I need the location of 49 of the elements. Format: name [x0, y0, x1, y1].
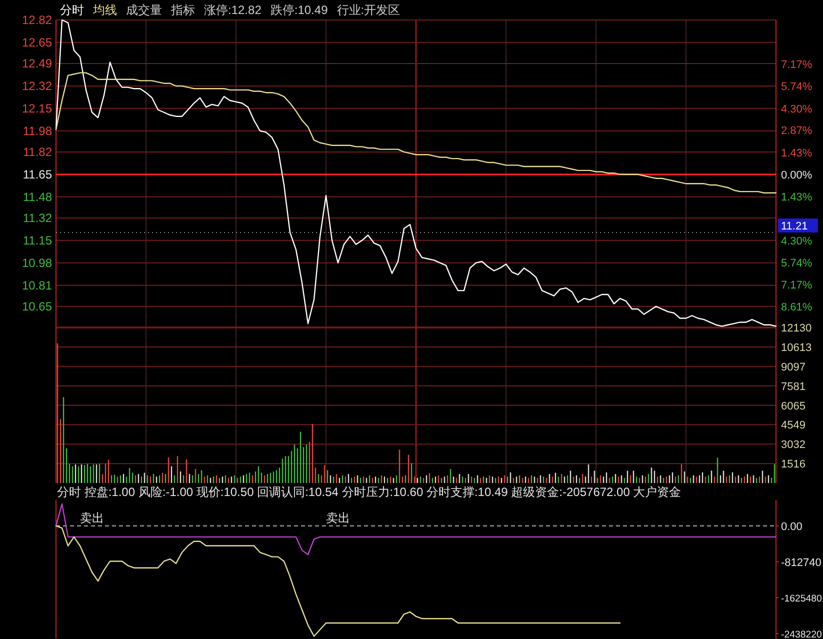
legend-item: 均线	[93, 3, 117, 17]
ref-line-label: 11.21	[781, 220, 808, 232]
y-tick-label: 11.98	[22, 124, 52, 138]
y-tick-label: 10.98	[22, 256, 52, 270]
chart-title: 分时 控盘:1.00 风险:-1.00 现价:10.50 回调认同:10.54 分时压力:10.60 分时支撑:10.49 超级资金:-2057672.00 大户资金	[57, 485, 682, 499]
annotation: 指标	[171, 3, 195, 17]
y2-tick-label: 2.87%	[781, 125, 812, 138]
y-tick-label: 11.65	[22, 167, 52, 182]
y-tick-label: -2438220	[781, 630, 822, 639]
y2-tick-label: 9097	[781, 361, 806, 374]
y-tick-label: 12.15	[22, 101, 52, 116]
y2-tick-label: 1.43%	[781, 191, 812, 204]
y2-tick-label: 5.74%	[781, 258, 812, 270]
y2-tick-label: 8.61%	[781, 302, 812, 314]
y-tick-label: 12.32	[22, 79, 52, 93]
y-tick-label: 11.15	[22, 233, 52, 248]
data-label: 卖出	[80, 510, 104, 525]
y2-tick-label: 1516	[781, 458, 806, 471]
y2-tick-label: 7581	[781, 380, 806, 393]
annotation: 跌停:10.49	[270, 3, 328, 17]
y-tick-label: 12.49	[22, 56, 52, 71]
y2-tick-label: 4549	[781, 420, 806, 432]
y2-tick-label: 12130	[781, 322, 812, 334]
y2-tick-label: 5.74%	[781, 81, 812, 94]
annotation: 行业:开发区	[336, 3, 400, 17]
data-label: 卖出	[326, 510, 350, 525]
y2-tick-label: 0.00%	[781, 169, 812, 182]
y-tick-label: -1625480	[781, 594, 822, 605]
legend-item: 分时	[60, 3, 84, 17]
y-tick-label: 10.81	[22, 278, 52, 292]
y2-tick-label: 6065	[781, 400, 806, 412]
y2-tick-label: 10613	[781, 342, 812, 354]
annotation: 成交量	[126, 3, 162, 17]
y-tick-label: 0.00	[781, 520, 802, 533]
y-tick-label: 10.65	[22, 299, 52, 314]
y-tick-label: 11.48	[22, 190, 52, 204]
y2-tick-label: 4.30%	[781, 235, 812, 248]
ref-line-label: 11.21	[778, 218, 818, 232]
y-tick-label: 12.82	[22, 13, 52, 27]
y2-tick-label: 1.43%	[781, 147, 812, 160]
y2-tick-label: 3032	[781, 439, 806, 452]
annotation: 涨停:12.82	[204, 3, 262, 17]
y-tick-label: 11.32	[22, 210, 52, 225]
y2-tick-label: 4.30%	[781, 103, 812, 116]
y-tick-label: 12.65	[22, 35, 52, 50]
y-tick-label: -812740	[781, 556, 822, 569]
y2-tick-label: 7.17%	[781, 280, 812, 292]
y2-tick-label: 7.17%	[781, 59, 812, 72]
y-tick-label: 11.82	[22, 144, 52, 159]
